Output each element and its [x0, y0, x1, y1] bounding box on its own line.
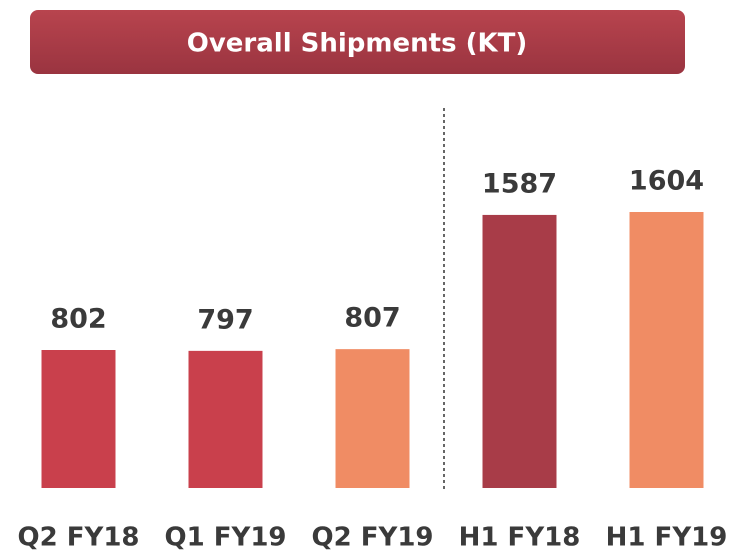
x-tick-label: Q2 FY18 — [17, 523, 139, 553]
x-tick-label: H1 FY19 — [606, 523, 728, 553]
x-tick-label: H1 FY18 — [459, 523, 581, 553]
bar — [41, 350, 116, 488]
x-tick-label: Q1 FY19 — [164, 523, 286, 553]
chart-title: Overall Shipments (KT) — [187, 29, 528, 59]
bar — [482, 214, 557, 489]
bar — [335, 349, 410, 488]
data-label: 797 — [197, 304, 253, 335]
data-label: 1604 — [629, 166, 704, 197]
bar — [629, 212, 704, 488]
data-label: 807 — [344, 303, 400, 334]
x-tick-label: Q2 FY19 — [311, 523, 433, 553]
title-banner — [30, 10, 685, 74]
data-label: 802 — [50, 304, 106, 335]
bar — [188, 350, 263, 488]
data-label: 1587 — [482, 168, 557, 199]
